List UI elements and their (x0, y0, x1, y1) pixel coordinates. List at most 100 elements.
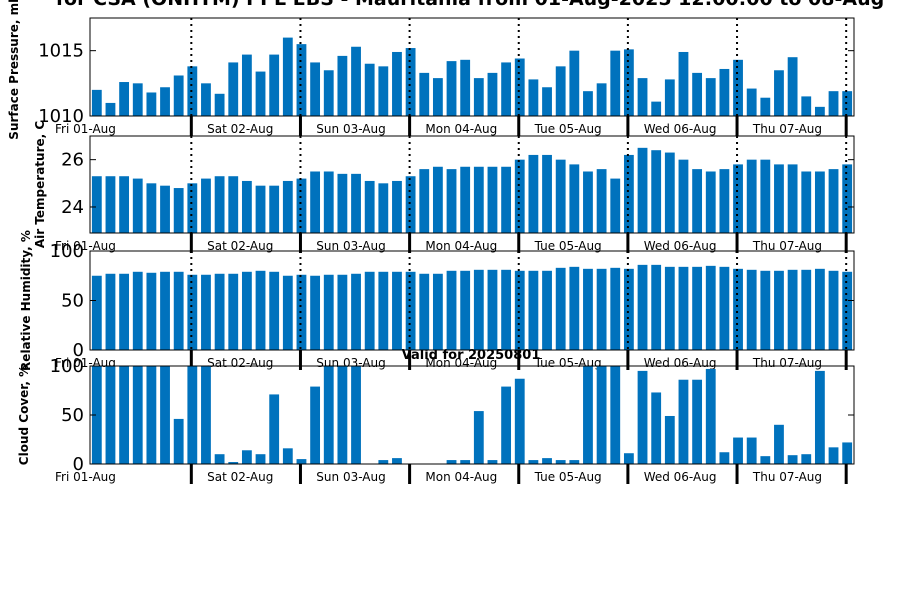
y-tick-label: 26 (61, 150, 84, 171)
bar (214, 273, 225, 350)
bar (583, 171, 593, 233)
bar (842, 442, 853, 464)
axes-frame (89, 17, 855, 117)
bar (828, 91, 839, 116)
bar (692, 379, 703, 464)
bar (146, 366, 157, 464)
bar (487, 460, 498, 464)
bar (351, 273, 361, 350)
x-day-label: Wed 06-Aug (644, 356, 717, 370)
bar (828, 447, 839, 464)
y-tick-label: 50 (61, 405, 84, 426)
bar (282, 275, 293, 350)
bar (228, 176, 239, 233)
bar (774, 70, 784, 116)
bar (337, 366, 348, 464)
bar (487, 269, 498, 350)
bar (664, 415, 675, 464)
bar (132, 178, 143, 233)
bar (542, 270, 552, 350)
bar (364, 271, 375, 350)
bar (814, 171, 825, 233)
bar (678, 266, 689, 350)
bar (323, 171, 334, 233)
bar (528, 460, 539, 464)
y-axis-label: Air Temperature, C (33, 121, 47, 249)
x-day-label: Fri 01-Aug (55, 239, 116, 253)
bar (678, 159, 689, 233)
bar (801, 269, 812, 350)
bar (419, 72, 430, 116)
bar (460, 59, 471, 116)
bar (583, 268, 593, 350)
bar (692, 72, 703, 116)
bar (146, 272, 157, 350)
bar (760, 159, 771, 233)
bar (392, 271, 402, 350)
bar (405, 271, 416, 350)
bar (160, 366, 170, 464)
y-tick-label: 24 (61, 197, 84, 218)
bar (310, 62, 321, 116)
bar (173, 75, 184, 116)
bar (787, 269, 798, 350)
bar (173, 418, 184, 464)
bar (651, 392, 662, 464)
bar (514, 378, 525, 464)
bar (228, 62, 239, 116)
y-tick-label: 100 (50, 241, 84, 262)
bar (160, 185, 170, 233)
bar (842, 271, 853, 350)
y-tick-label: 0 (73, 340, 84, 361)
x-day-label: Mon 04-Aug (425, 122, 497, 136)
bar (623, 453, 634, 464)
bar (705, 265, 716, 350)
bar (828, 169, 839, 233)
bar (569, 50, 580, 116)
bar (310, 171, 321, 233)
bar (337, 55, 348, 116)
x-day-label: Mon 04-Aug (425, 356, 497, 370)
bar (310, 275, 321, 350)
bar (160, 271, 170, 350)
bar (774, 424, 784, 464)
bar (310, 386, 321, 464)
axes-frame (89, 135, 855, 234)
bar (733, 437, 743, 464)
bar (378, 183, 389, 233)
bar (569, 164, 580, 233)
bar (760, 456, 771, 464)
x-day-label: Sat 02-Aug (207, 239, 273, 253)
bar (323, 70, 334, 116)
bar (719, 452, 730, 464)
bar (378, 460, 389, 464)
bar (610, 366, 621, 464)
bar (760, 270, 771, 350)
x-day-label: Tue 05-Aug (534, 470, 602, 484)
bar (514, 270, 525, 350)
bar (514, 58, 525, 116)
bar (528, 270, 539, 350)
bar (787, 164, 798, 233)
bar (392, 458, 402, 464)
panel-4: 0 50 100 Fri 01-Aug Sat 02-Aug Sun 03-Aug Mon … (17, 356, 855, 484)
bar (255, 71, 266, 116)
bar (214, 93, 225, 116)
bar (173, 188, 184, 233)
bar (282, 37, 293, 116)
bar (105, 176, 116, 233)
x-day-label: Wed 06-Aug (644, 122, 717, 136)
y-axis-label: Relative Humidity, % (19, 230, 33, 371)
x-day-label: Sat 02-Aug (207, 122, 273, 136)
bar (623, 154, 634, 233)
bar (719, 266, 730, 350)
figure-title: for CSA (ONHTM) PPL EBS - Mauritania fro… (56, 0, 884, 10)
bar (746, 269, 757, 350)
bar (296, 178, 307, 233)
bar (105, 102, 116, 116)
bar (255, 454, 266, 464)
bar (119, 82, 130, 116)
bar (91, 275, 102, 350)
bar (692, 169, 703, 233)
bar (432, 166, 443, 233)
